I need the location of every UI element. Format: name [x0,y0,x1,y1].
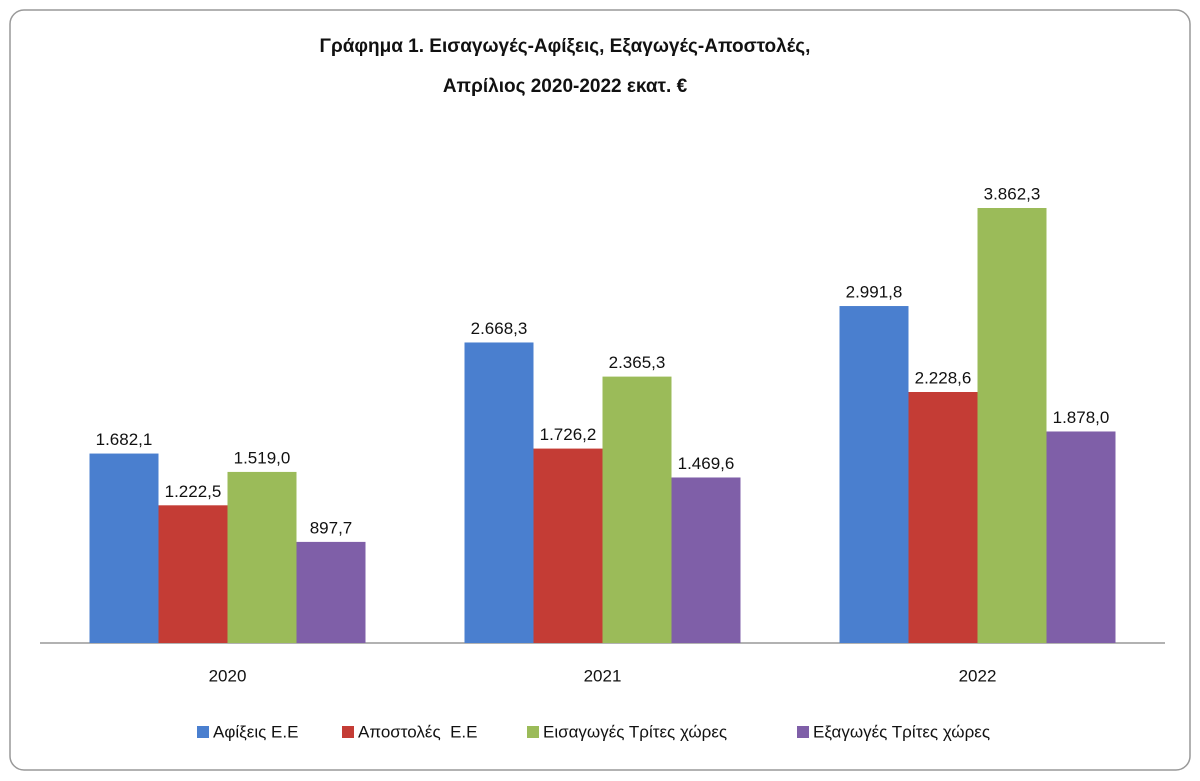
bar [602,376,672,643]
bar [908,391,978,643]
bar [671,477,741,643]
data-label: 2.991,8 [846,283,903,302]
legend-label: Αποστολές Ε.Ε [358,722,478,741]
legend-label: Εξαγωγές Τρίτες χώρες [813,722,990,741]
bar [839,306,909,643]
data-label: 1.222,5 [165,482,222,501]
x-tick-label: 2021 [584,666,622,685]
x-tick-label: 2020 [209,666,247,685]
bar [296,541,366,643]
bar [158,505,228,643]
data-label: 1.726,2 [540,425,597,444]
data-label: 2.668,3 [471,319,528,338]
legend-swatch [527,726,539,738]
data-label: 1.682,1 [96,430,153,449]
chart-title: Γράφημα 1. Εισαγωγές-Αφίξεις, Εξαγωγές-Α… [320,36,811,57]
bar [533,448,603,643]
data-label: 1.519,0 [234,448,291,467]
x-tick-label: 2022 [959,666,997,685]
legend-label: Αφίξεις Ε.Ε [213,722,298,741]
data-label: 2.228,6 [915,368,972,387]
legend-swatch [342,726,354,738]
bar [227,471,297,643]
data-label: 1.469,6 [678,454,735,473]
chart-title: Απρίλιος 2020-2022 εκατ. € [443,76,688,97]
bar [977,208,1047,643]
bar [1046,431,1116,643]
data-label: 1.878,0 [1053,408,1110,427]
legend-swatch [797,726,809,738]
data-label: 2.365,3 [609,353,666,372]
legend-swatch [197,726,209,738]
data-label: 897,7 [310,518,353,537]
data-label: 3.862,3 [984,184,1041,203]
bar [89,453,159,643]
bar [464,342,534,643]
legend-label: Εισαγωγές Τρίτες χώρες [543,722,727,741]
